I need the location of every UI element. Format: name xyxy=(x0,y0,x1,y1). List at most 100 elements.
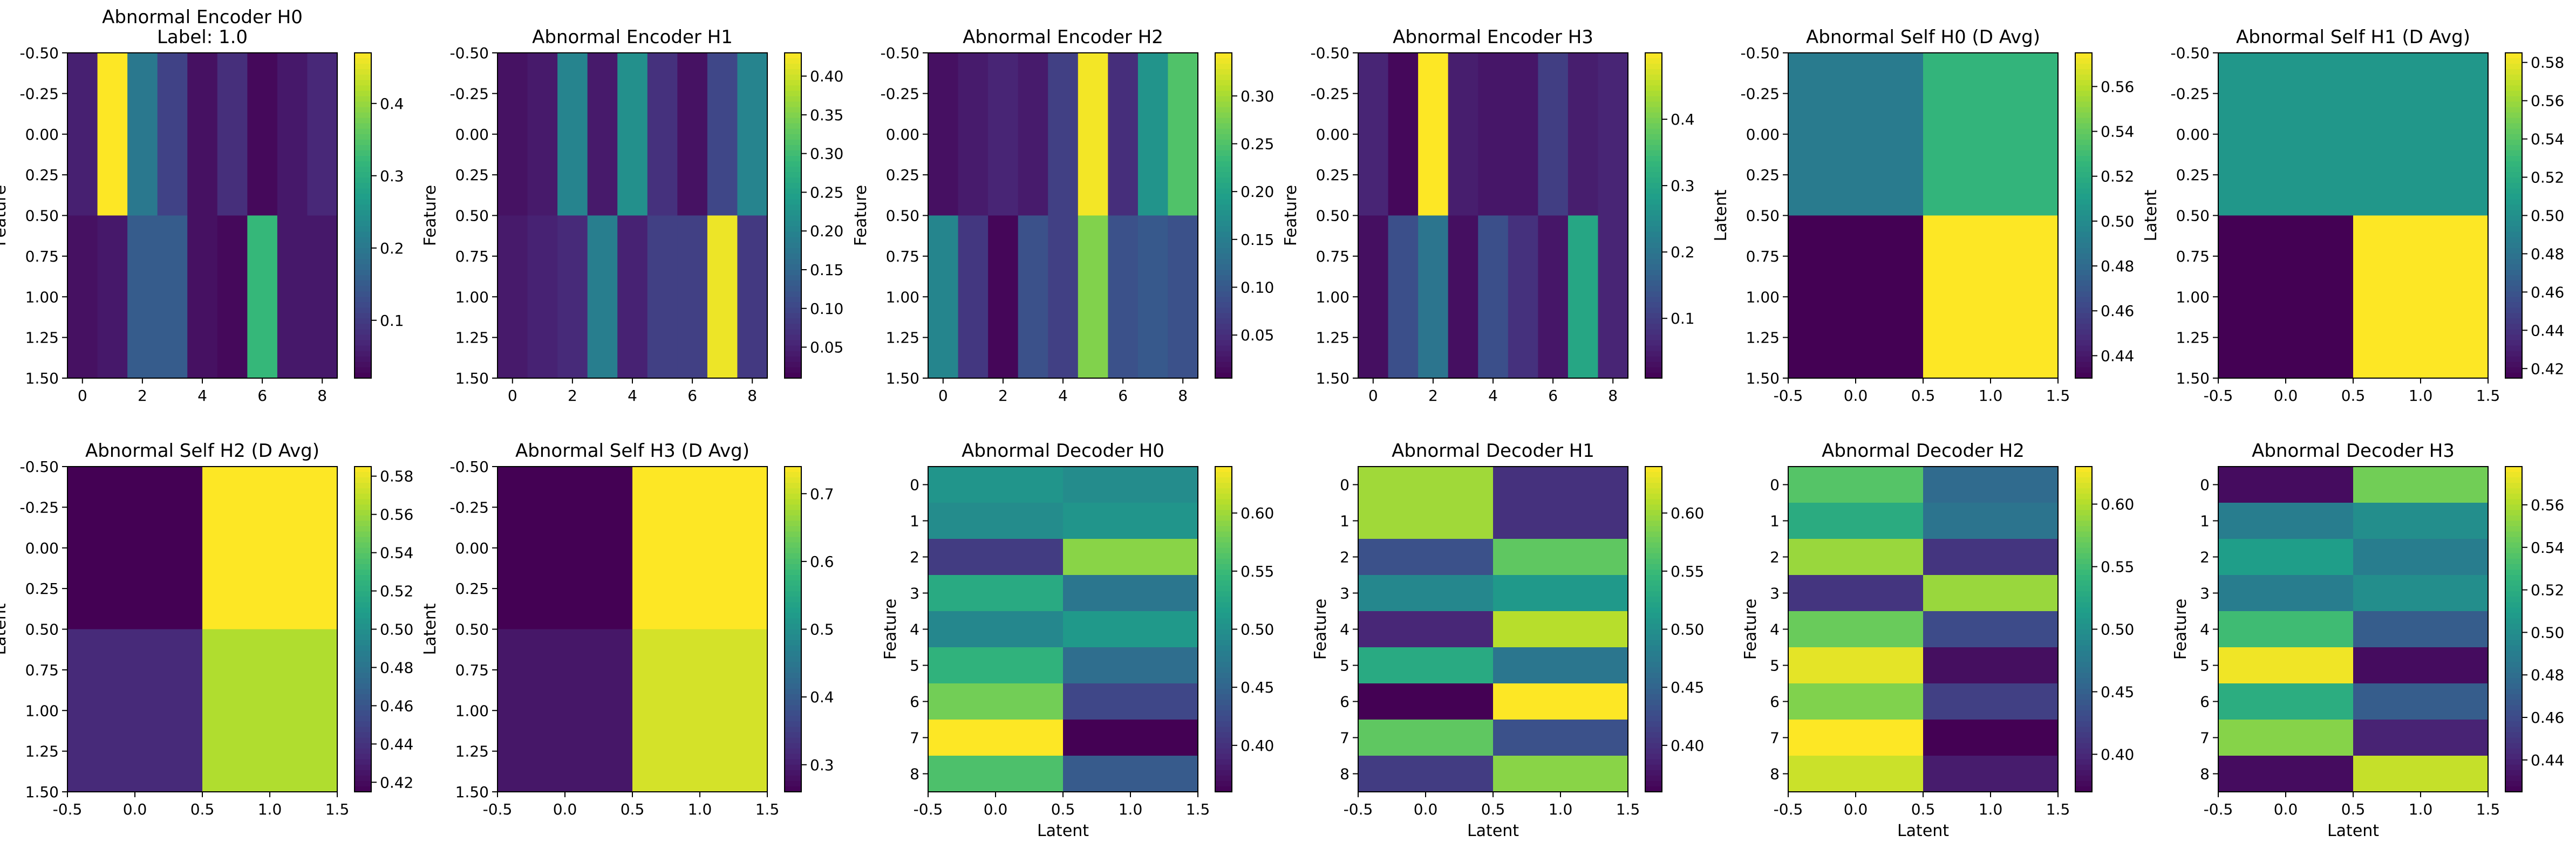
colorbar-segment xyxy=(1645,307,1662,314)
colorbar-tick-label: 0.05 xyxy=(810,339,843,357)
colorbar-segment xyxy=(785,483,801,489)
colorbar-segment xyxy=(355,786,371,792)
colorbar-segment xyxy=(1645,700,1662,706)
colorbar-tick-label: 0.46 xyxy=(2101,302,2134,320)
heatmap-cell xyxy=(1493,611,1628,648)
colorbar-segment xyxy=(785,716,801,722)
colorbar-segment xyxy=(355,69,371,75)
colorbar-tick-label: 0.54 xyxy=(2531,539,2564,557)
y-tick-label: 0.75 xyxy=(25,661,59,679)
heatmap-cell xyxy=(2218,720,2354,756)
y-axis-label: Latent xyxy=(1712,189,1730,241)
colorbar-segment xyxy=(2075,101,2092,108)
colorbar-segment xyxy=(1645,302,1662,309)
colorbar-segment xyxy=(2505,786,2522,792)
heatmap-cell xyxy=(1508,53,1538,216)
heatmap-cell xyxy=(498,467,633,630)
colorbar-segment xyxy=(2505,547,2522,554)
y-tick-label: 2 xyxy=(2200,549,2210,566)
colorbar-segment xyxy=(1215,361,1232,368)
colorbar-segment xyxy=(1215,258,1232,265)
colorbar-segment xyxy=(2075,340,2092,346)
heatmap-cell xyxy=(1108,53,1139,216)
colorbar-segment xyxy=(1215,743,1232,749)
colorbar-segment xyxy=(2505,537,2522,543)
heatmap-cell xyxy=(2218,611,2354,648)
colorbar-segment xyxy=(785,134,801,140)
colorbar-segment xyxy=(785,586,801,592)
colorbar-segment xyxy=(1215,526,1232,532)
colorbar-segment xyxy=(2505,721,2522,728)
y-tick-label: 0.25 xyxy=(1316,166,1350,184)
colorbar-segment xyxy=(2505,732,2522,738)
colorbar-segment xyxy=(1215,499,1232,505)
x-tick-label: 1.0 xyxy=(1549,800,1573,818)
heatmap-cell xyxy=(928,647,1064,684)
heatmap-cell xyxy=(1788,720,1924,756)
colorbar-segment xyxy=(2075,145,2092,151)
colorbar-segment xyxy=(785,101,801,108)
colorbar-segment xyxy=(2505,515,2522,522)
colorbar-segment xyxy=(355,107,371,113)
colorbar-segment xyxy=(355,199,371,206)
y-tick-label: -0.50 xyxy=(1741,44,1780,62)
x-tick-label: 1.0 xyxy=(688,800,712,818)
heatmap-cell xyxy=(2218,53,2354,216)
colorbar-segment xyxy=(2505,177,2522,183)
y-tick-label: 0 xyxy=(1340,476,1350,494)
heatmap-cell xyxy=(277,53,308,216)
colorbar-segment xyxy=(1215,667,1232,673)
colorbar-segment xyxy=(2505,329,2522,336)
colorbar-tick-label: 0.40 xyxy=(810,67,843,85)
colorbar-segment xyxy=(355,705,371,711)
colorbar-segment xyxy=(355,780,371,787)
colorbar-segment xyxy=(2505,107,2522,113)
colorbar-segment xyxy=(2505,91,2522,97)
colorbar-segment xyxy=(1645,764,1662,771)
colorbar-segment xyxy=(1215,748,1232,755)
heatmap-panel-3: Abnormal Encoder H3 0 2 4 6 8 -0.50 -0.25 0.00 0.… xyxy=(1282,26,1695,405)
y-tick-label: 8 xyxy=(910,765,919,783)
colorbar-segment xyxy=(2505,297,2522,303)
colorbar-segment xyxy=(355,221,371,227)
colorbar-tick-label: 0.20 xyxy=(810,222,843,240)
y-tick-label: 1.00 xyxy=(455,288,489,306)
colorbar-segment xyxy=(2505,526,2522,532)
y-tick-label: 5 xyxy=(1340,657,1350,675)
colorbar-segment xyxy=(1645,275,1662,281)
heatmap-cell xyxy=(2218,683,2354,720)
colorbar-segment xyxy=(785,656,801,662)
heatmap-cell xyxy=(1923,539,2059,576)
colorbar-segment xyxy=(1645,155,1662,162)
heatmap-cell xyxy=(1448,53,1478,216)
colorbar-segment xyxy=(785,96,801,102)
y-axis-label: Feature xyxy=(851,185,870,246)
colorbar-segment xyxy=(785,634,801,641)
colorbar-segment xyxy=(355,689,371,695)
colorbar-segment xyxy=(785,700,801,706)
colorbar-segment xyxy=(785,112,801,119)
colorbar-segment xyxy=(785,537,801,543)
colorbar-segment xyxy=(2505,80,2522,86)
colorbar-segment xyxy=(1215,618,1232,625)
colorbar-segment xyxy=(1215,340,1232,346)
colorbar-segment xyxy=(2075,705,2092,711)
y-tick-label: 3 xyxy=(2200,585,2210,602)
colorbar-segment xyxy=(785,591,801,597)
colorbar-segment xyxy=(1215,764,1232,771)
heatmap-cell xyxy=(587,215,618,379)
colorbar-segment xyxy=(1645,634,1662,641)
heatmap-cell xyxy=(928,575,1064,612)
heatmap-cell xyxy=(677,215,708,379)
colorbar-tick-label: 0.45 xyxy=(1671,679,1704,696)
x-tick-label: 1.5 xyxy=(325,800,350,818)
y-tick-label: 1.25 xyxy=(1746,329,1780,347)
heatmap-cell xyxy=(1063,647,1198,684)
colorbar-tick-label: 0.6 xyxy=(810,553,834,571)
colorbar-segment xyxy=(1215,553,1232,559)
y-tick-label: 3 xyxy=(910,585,919,602)
heatmap-cell xyxy=(1788,467,1924,503)
colorbar-segment xyxy=(2075,58,2092,64)
colorbar-segment xyxy=(2075,504,2092,511)
colorbar-segment xyxy=(1215,558,1232,565)
